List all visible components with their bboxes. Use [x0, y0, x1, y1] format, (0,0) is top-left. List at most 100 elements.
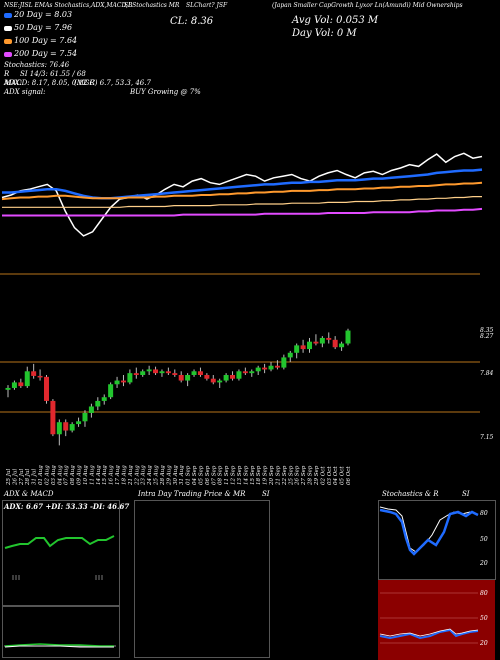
candle: [108, 382, 114, 400]
candle: [262, 363, 268, 374]
legend-label-100: 100 Day = 7.64: [14, 36, 78, 45]
candle-body: [307, 341, 313, 350]
date-tick-label: 22 Aug: [134, 465, 140, 486]
candle: [281, 354, 287, 370]
candle: [18, 378, 24, 388]
legend-swatch-100: [4, 39, 12, 44]
candle-body: [262, 367, 268, 370]
candle: [31, 363, 37, 379]
intraday-panel-title: Intra Day Trading Price & MR: [138, 490, 246, 498]
candle-body: [217, 380, 223, 383]
candle: [204, 373, 210, 381]
candle-body: [326, 337, 332, 340]
date-tick-label: 28 Aug: [160, 465, 166, 486]
date-tick-label: 06 Sep: [205, 465, 211, 485]
candle: [43, 375, 49, 404]
date-tick-label: 27 Jul: [19, 469, 25, 486]
candle-body: [159, 371, 165, 374]
si-value: SI 14/3: 61.55 / 68: [20, 70, 86, 78]
candle-body: [185, 375, 191, 381]
si-line-white: [379, 628, 479, 637]
candle-body: [56, 422, 62, 435]
candle-body: [268, 365, 274, 370]
intraday-panel: [134, 500, 270, 658]
candle: [5, 385, 11, 398]
candle: [307, 337, 313, 353]
candle: [319, 336, 325, 348]
r-label: R: [4, 70, 10, 78]
candle: [217, 378, 223, 388]
candle-body: [69, 424, 75, 431]
candle: [11, 380, 17, 390]
ema-100-line: [2, 196, 482, 208]
close-label: CL: 8.36: [170, 16, 214, 27]
candle-body: [120, 380, 126, 383]
date-tick-label: 21 Sep: [275, 465, 281, 486]
candle: [249, 369, 255, 377]
date-tick-label: 15 Aug: [102, 465, 108, 485]
candle: [255, 365, 261, 375]
si-tick-80: 80: [480, 590, 488, 597]
date-tick-label: 28 Jul: [25, 469, 31, 486]
candle-body: [50, 400, 56, 435]
date-tick-label: 10 Aug: [83, 465, 89, 485]
candle: [172, 369, 178, 377]
date-tick-label: 15 Sep: [250, 465, 256, 485]
candle-body: [230, 375, 236, 379]
macd-value: MACD: 8.17, 8.05, 0.12 C: [4, 79, 96, 87]
legend-label-20: 20 Day = 8.03: [14, 10, 73, 19]
candle-body: [191, 371, 197, 375]
candle: [82, 410, 88, 427]
candle: [37, 369, 43, 381]
candle: [210, 375, 216, 385]
stoch-line-blue: [379, 508, 479, 556]
date-tick-label: 25 Aug: [154, 465, 160, 486]
adx-markers: [12, 575, 103, 580]
date-tick-label: 08 Aug: [70, 465, 76, 485]
date-tick-label: 07 Sep: [211, 465, 217, 485]
candle-body: [249, 371, 255, 374]
date-tick-label: 12 Sep: [231, 465, 237, 485]
date-tick-label: 19 Sep: [263, 465, 269, 485]
candle: [313, 334, 319, 346]
avg-volume-label: Avg Vol: 0.053 M: [292, 15, 379, 26]
day-volume-label: Day Vol: 0 M: [292, 28, 357, 39]
date-tick-label: 31 Aug: [179, 465, 185, 485]
date-tick-label: 01 Sep: [186, 465, 192, 485]
candle-body: [172, 373, 178, 375]
candle-body: [319, 337, 325, 344]
stoch-tick-80: 80: [480, 510, 488, 517]
candle: [50, 399, 56, 437]
macd-line-white: [4, 645, 114, 648]
date-tick-label: 17 Aug: [115, 465, 121, 485]
ema-20-line: [2, 168, 483, 200]
candle-body: [101, 397, 107, 401]
ema-200-line: [2, 207, 483, 217]
macd-panel: [2, 606, 120, 658]
date-tick-label: 04 Aug: [57, 465, 63, 485]
candle-body: [108, 384, 114, 398]
date-tick-label: 27 Sep: [301, 465, 307, 486]
candle-body: [300, 345, 306, 350]
price-line: [1, 152, 483, 237]
date-tick-label: 29 Aug: [166, 465, 172, 486]
date-tick-label: 14 Aug: [96, 465, 102, 485]
stoch-si-label: SI: [462, 490, 470, 498]
date-tick-label: 26 Jul: [12, 469, 18, 486]
date-tick-label: 05 Sep: [198, 465, 204, 485]
date-tick-label: 04 Sep: [192, 465, 198, 485]
macd-line-green: [4, 643, 114, 647]
date-tick-label: 16 Aug: [109, 465, 115, 485]
date-tick-label: 21 Aug: [128, 465, 134, 486]
date-tick-label: 05 Oct: [340, 466, 346, 485]
candle-body: [294, 345, 300, 353]
legend-label-50: 50 Day = 7.96: [14, 23, 73, 32]
price-label-3: 7.15: [480, 434, 494, 441]
si-tick-20: 20: [480, 640, 488, 647]
legend-swatch-50: [4, 26, 12, 31]
date-tick-label: 07 Aug: [64, 465, 70, 485]
candle-body: [43, 376, 49, 401]
date-tick-label: 03 Aug: [51, 465, 57, 485]
candle: [185, 373, 191, 387]
date-tick-label: 24 Aug: [147, 465, 153, 486]
